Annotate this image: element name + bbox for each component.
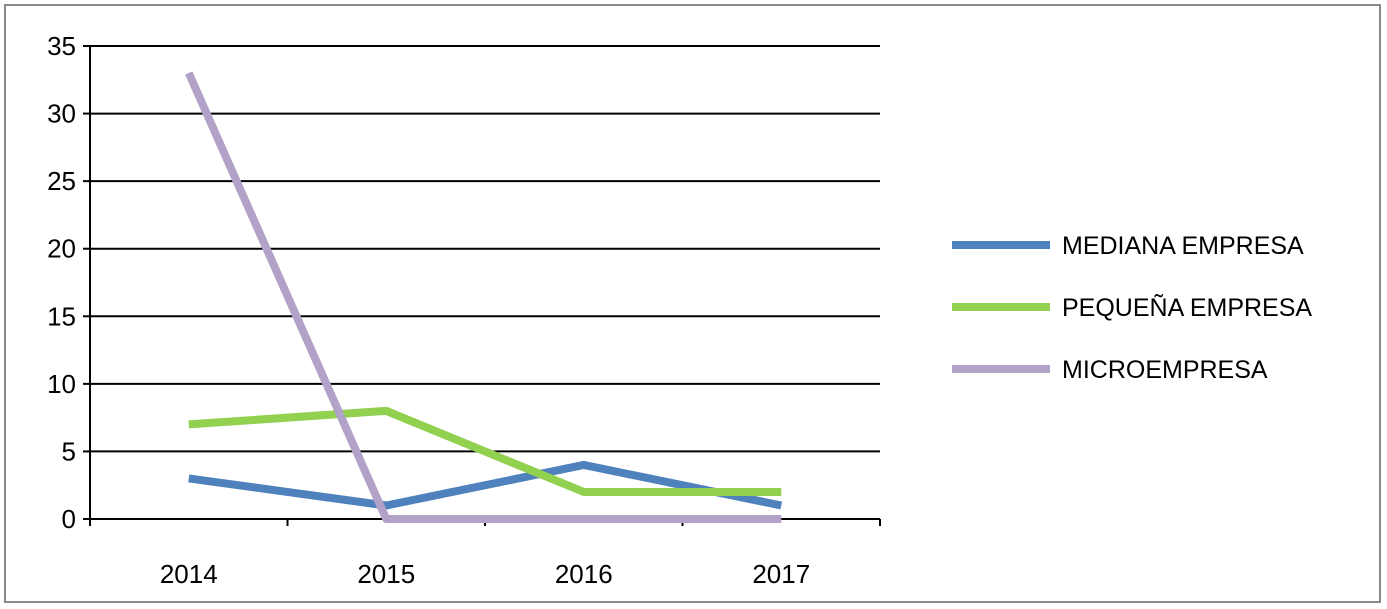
series-line-microempresa xyxy=(185,71,782,523)
legend-label-mediana-empresa: MEDIANA EMPRESA xyxy=(1062,232,1304,260)
x-tick-label: 2014 xyxy=(160,559,218,589)
y-tick-label: 15 xyxy=(47,301,76,331)
y-tick-label: 25 xyxy=(47,166,76,196)
y-tick-label: 20 xyxy=(47,234,76,264)
y-tick-label: 35 xyxy=(47,31,76,61)
gridlines xyxy=(90,45,880,453)
x-tick-label: 2015 xyxy=(357,559,415,589)
series-lines xyxy=(185,71,783,523)
x-tick-labels: 2014 2015 2016 2017 xyxy=(160,559,810,589)
y-tick-label: 30 xyxy=(47,99,76,129)
series-line-mediana-empresa xyxy=(188,460,783,510)
chart-frame xyxy=(4,4,1381,603)
x-tick-label: 2017 xyxy=(752,559,810,589)
legend-label-pequena-empresa: PEQUEÑA EMPRESA xyxy=(1062,293,1312,322)
y-tick-label: 10 xyxy=(47,369,76,399)
y-tick-label: 5 xyxy=(62,436,76,466)
y-tick-labels: 0 5 10 15 20 25 30 35 xyxy=(47,31,76,534)
series-line-pequena-empresa xyxy=(188,406,782,496)
x-tick-label: 2016 xyxy=(555,559,613,589)
legend: MEDIANA EMPRESA PEQUEÑA EMPRESA MICROEMP… xyxy=(952,232,1312,384)
y-tick-label: 0 xyxy=(62,504,76,534)
legend-label-microempresa: MICROEMPRESA xyxy=(1062,356,1268,384)
